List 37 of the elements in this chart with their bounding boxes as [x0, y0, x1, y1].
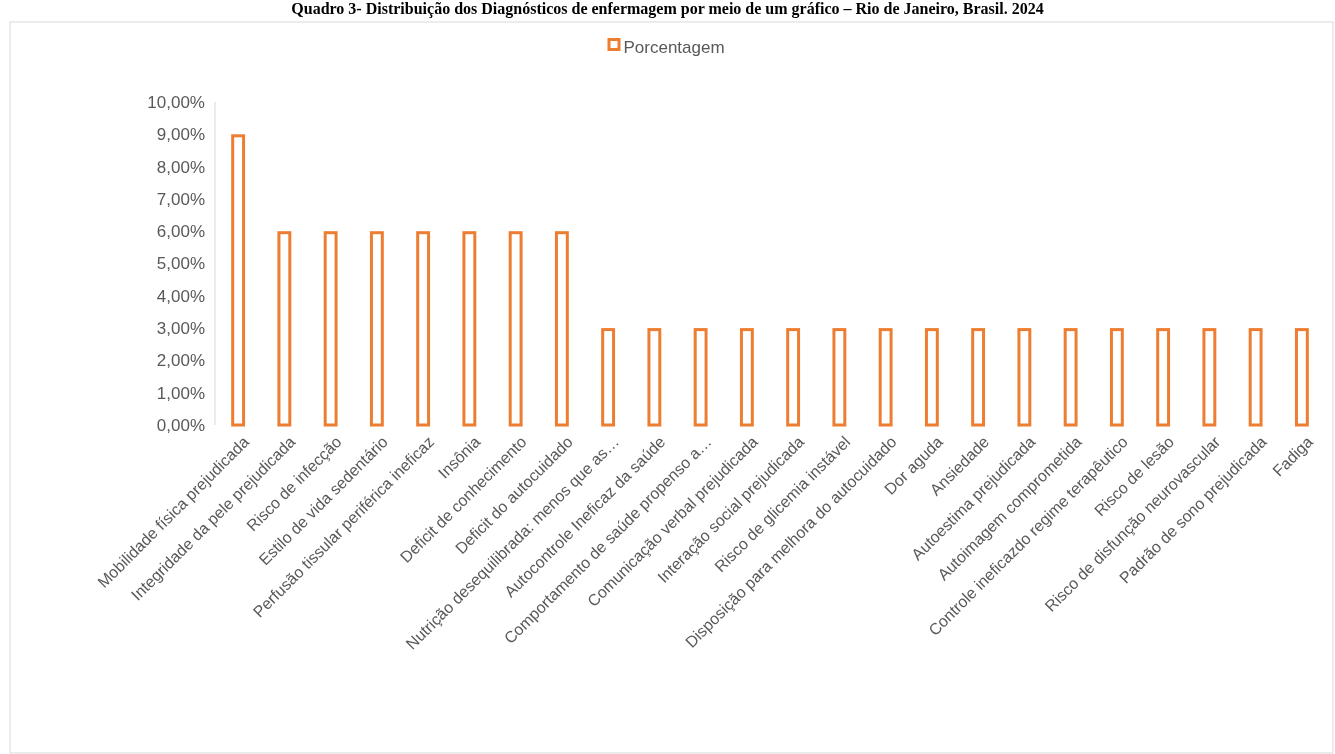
- y-tick-label: 10,00%: [147, 92, 205, 112]
- bar: [231, 134, 246, 427]
- bar: [369, 231, 384, 427]
- bar: [924, 328, 939, 427]
- bar: [554, 231, 569, 427]
- legend-label: Porcentagem: [623, 37, 725, 57]
- bar: [508, 231, 523, 427]
- bar: [1109, 328, 1124, 427]
- bar: [416, 231, 431, 427]
- bar: [832, 328, 847, 427]
- bar: [739, 328, 754, 427]
- bar: [1156, 328, 1171, 427]
- bar: [693, 328, 708, 427]
- y-tick-label: 5,00%: [156, 254, 205, 274]
- y-tick-label: 4,00%: [156, 286, 205, 306]
- y-tick-label: 9,00%: [156, 125, 205, 145]
- bar: [1248, 328, 1263, 427]
- y-tick-label: 3,00%: [156, 319, 205, 339]
- y-tick-label: 6,00%: [156, 222, 205, 242]
- bar: [1294, 328, 1309, 427]
- bar: [971, 328, 986, 427]
- y-tick-label: 2,00%: [156, 351, 205, 371]
- bar: [1017, 328, 1032, 427]
- bar: [1063, 328, 1078, 427]
- bar: [277, 231, 292, 427]
- bar: [601, 328, 616, 427]
- y-tick-label: 1,00%: [156, 383, 205, 403]
- y-tick-label: 7,00%: [156, 189, 205, 209]
- y-tick-label: 8,00%: [156, 157, 205, 177]
- bar: [878, 328, 893, 427]
- bar: [786, 328, 801, 427]
- y-tick-label: 0,00%: [156, 415, 205, 435]
- bar: [1202, 328, 1217, 427]
- bar: [462, 231, 477, 427]
- bar: [647, 328, 662, 427]
- bar: [323, 231, 338, 427]
- chart-title: Quadro 3- Distribuição dos Diagnósticos de enfermagem por meio de um gráfico – Rio de Janeiro, Brasil. 2024: [291, 0, 1044, 18]
